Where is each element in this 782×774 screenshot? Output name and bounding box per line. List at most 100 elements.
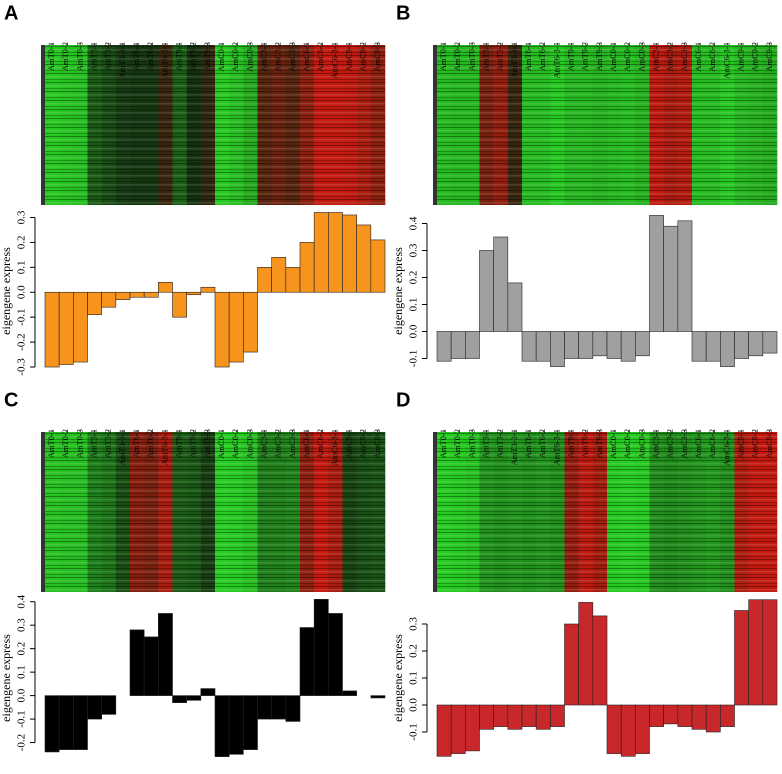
bar [479,250,494,332]
bar [356,224,372,293]
y-tick-label: 0.0 [16,285,28,299]
panel-label: A [4,2,18,24]
panel-label: C [4,389,18,411]
y-axis-label: eigengene express [0,634,13,722]
bar [115,291,131,301]
bar [564,331,579,359]
bar [285,267,301,293]
y-tick-label: 0.2 [408,644,420,658]
bar [521,704,537,727]
y-tick-label: -0.1 [408,723,420,740]
bar [592,331,608,357]
bar [748,599,764,706]
bar [214,291,230,368]
bar [465,704,480,752]
panel: CAmT0-1AmT0-2AmT0-3AmT3-1AmT3-2AmT3-3-1A… [0,389,386,757]
bar [550,331,565,367]
y-tick-label: 0.1 [16,260,28,274]
bar [143,291,159,298]
bar [535,704,551,730]
heatmap-texture [45,45,385,205]
bar [450,331,466,359]
bar [550,704,565,727]
bar [578,602,594,706]
panel-label: B [396,2,410,24]
y-tick-label: 0.3 [408,243,420,257]
bar [243,695,258,750]
bar [691,704,707,730]
y-tick-label: 0.0 [408,324,420,338]
y-tick-label: 0.4 [16,594,28,608]
bar [243,291,258,353]
y-tick-label: -0.2 [16,333,28,350]
y-tick-label: -0.2 [16,734,28,751]
bar [705,331,721,362]
y-tick-label: 0.3 [16,618,28,632]
heatmap-edge [433,432,437,592]
y-tick-label: -0.1 [16,308,28,325]
bar [649,215,664,332]
bar [101,695,117,715]
bar [493,236,509,332]
bar [606,704,622,754]
bar [172,695,187,703]
heatmap-edge [41,45,45,205]
bar [734,331,749,359]
bar [313,599,329,696]
y-tick-label: 0.2 [16,642,28,656]
bar [87,291,102,315]
y-tick-label: -0.3 [16,358,28,376]
bar [705,704,721,733]
bar [507,282,523,332]
bar [691,331,707,362]
bar [342,214,357,293]
bar [143,636,159,696]
bar [762,599,778,706]
bar [214,695,230,757]
panel: BAmT0-1AmT0-2AmT0-3AmT3-1AmT3-2AmT3-3-1A… [391,2,778,367]
bar [200,286,216,293]
bar [620,331,636,362]
bar [328,212,343,293]
heatmap-texture [45,432,385,592]
y-tick-label: 0.2 [16,236,28,250]
panel: DAmT0-1AmT0-2AmT0-3AmT3-1AmT3-2AmT3-3-1A… [391,389,778,757]
y-tick-label: 0.3 [16,210,28,224]
heatmap-texture [437,432,777,592]
bar [73,291,88,363]
bar [635,704,650,754]
y-tick-label: 0.1 [16,665,28,679]
bar [313,212,329,293]
heatmap-texture [437,45,777,205]
bar [436,704,452,757]
bar [44,695,60,753]
bar [564,623,579,706]
bar [748,331,764,357]
bar [663,704,679,725]
panel: AAmT0-1AmT0-2AmT0-3AmT3-1AmT3-2AmT3-3-1A… [0,2,386,376]
bar [186,291,202,296]
y-tick-label: 0.1 [408,298,420,312]
bar [257,267,272,293]
bar [635,331,650,357]
bar [521,331,537,362]
y-axis-label: eigengene express [391,247,405,335]
bar [578,331,594,359]
bar [370,695,386,699]
bar [299,627,315,696]
panel-label: D [396,389,410,411]
bar [228,291,244,363]
bar [129,291,145,298]
bar [158,281,173,293]
bar [73,695,88,750]
bar [535,331,551,362]
y-axis-label: eigengene express [391,634,405,722]
y-tick-label: 0.4 [408,216,420,230]
bar [677,704,693,727]
bar [299,242,315,293]
bar [649,704,664,727]
y-tick-label: 0.1 [408,671,420,685]
y-tick-label: -0.1 [16,710,28,727]
bar [228,695,244,755]
bar [58,695,74,750]
